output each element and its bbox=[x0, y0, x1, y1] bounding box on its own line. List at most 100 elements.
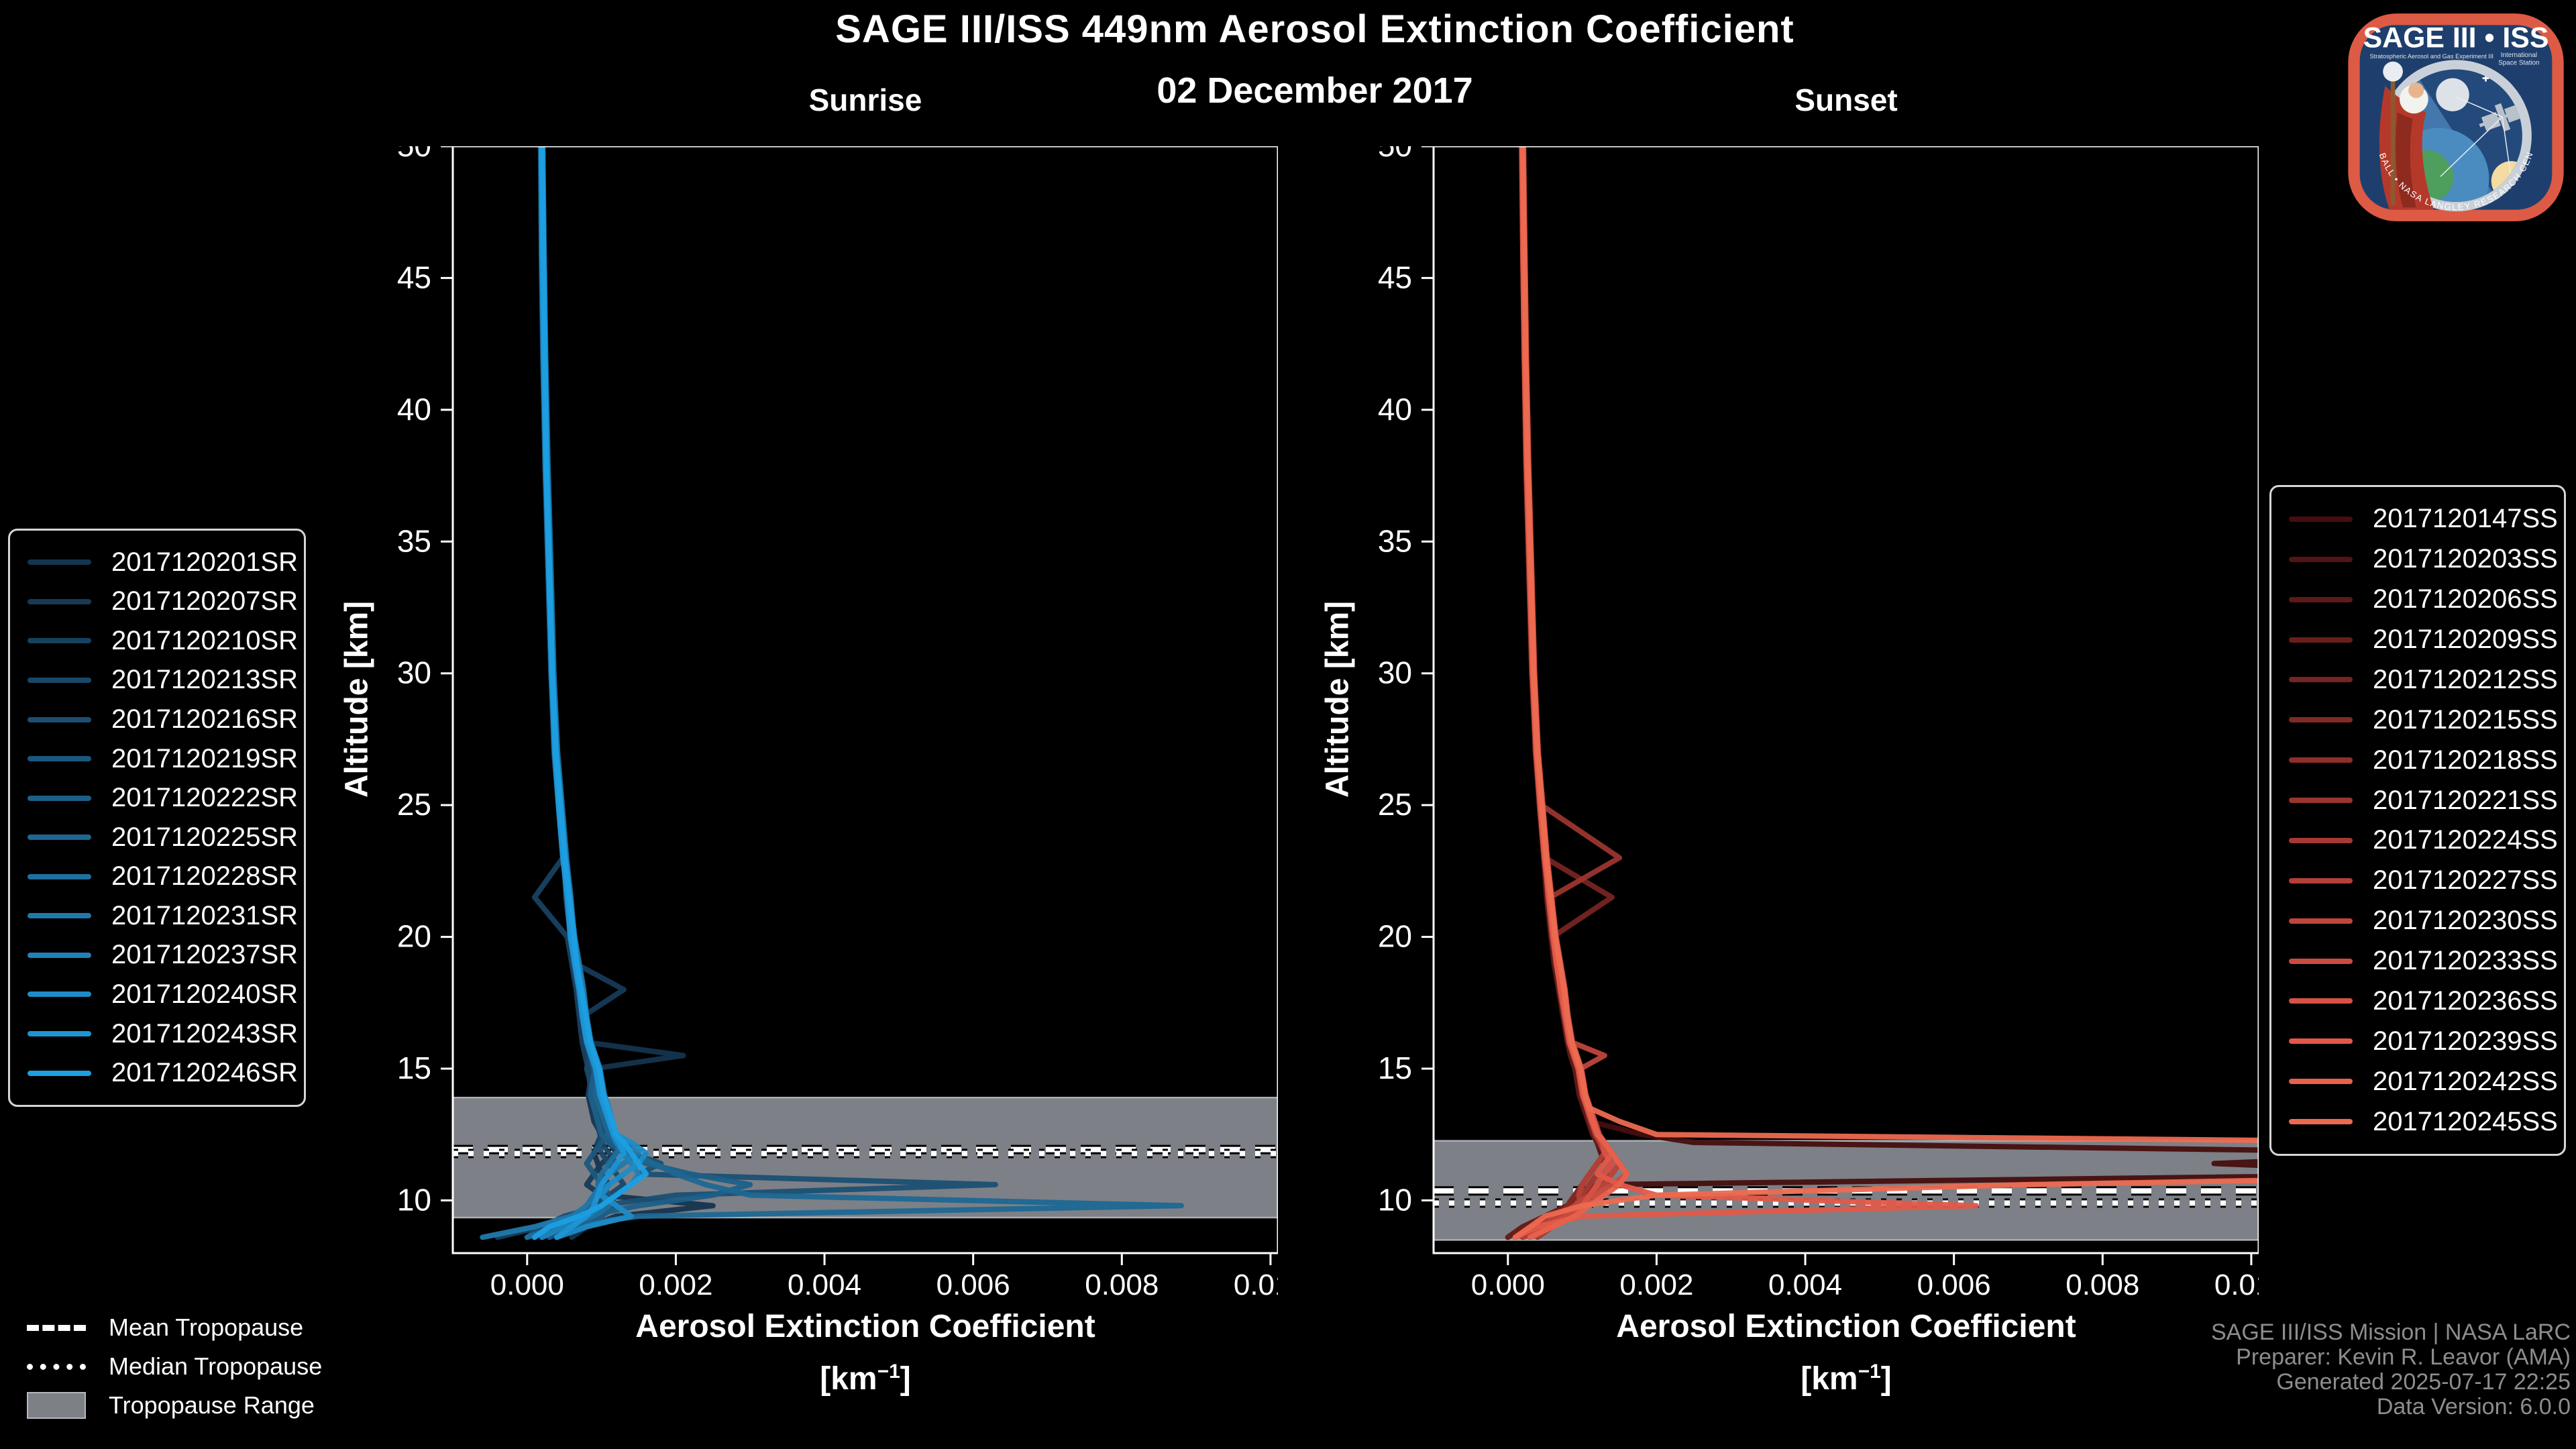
sunset-xlabel: Aerosol Extinction Coefficient bbox=[1616, 1309, 2076, 1344]
x-tick-label: 0.006 bbox=[936, 1269, 1010, 1301]
legend-item: 2017120210SR bbox=[28, 626, 298, 656]
sunset-legend: 2017120147SS 2017120203SS 2017120206SS 2017… bbox=[2269, 485, 2566, 1156]
legend-item: 2017120239SS bbox=[2289, 1026, 2558, 1057]
legend-label: 2017120222SR bbox=[111, 783, 299, 813]
xunit-post: ] bbox=[900, 1361, 911, 1397]
sage-iii-iss-logo: SAGE III • ISS Stratospheric Aerosol and… bbox=[2345, 11, 2564, 221]
median-tropopause-label: Median Tropopause bbox=[109, 1352, 323, 1380]
y-tick-label: 25 bbox=[397, 787, 431, 822]
logo-father-time bbox=[2379, 61, 2434, 210]
legend-item: 2017120147SS bbox=[2289, 504, 2558, 534]
legend-label: 2017120210SR bbox=[111, 625, 299, 655]
x-tick-label: 0.010 bbox=[1234, 1269, 1278, 1301]
legend-label: 2017120218SS bbox=[2373, 745, 2558, 775]
legend-line-swatch bbox=[2289, 516, 2353, 522]
legend-line-swatch bbox=[2289, 677, 2353, 683]
sunset-xunit: [km−1] bbox=[1444, 1360, 2249, 1397]
mean-tropopause-legend-item: Mean Tropopause bbox=[27, 1308, 496, 1347]
y-tick-label: 35 bbox=[1378, 523, 1412, 558]
x-tick-label: 0.000 bbox=[1471, 1269, 1545, 1301]
date-subtitle: 02 December 2017 bbox=[1157, 70, 1473, 111]
y-tick-label: 50 bbox=[397, 146, 431, 163]
legend-item: 2017120230SS bbox=[2289, 906, 2558, 936]
legend-line-swatch bbox=[2289, 717, 2353, 723]
legend-item: 2017120231SR bbox=[28, 901, 298, 931]
legend-label: 2017120213SR bbox=[111, 665, 299, 695]
sunrise-plot: 0.000 0.002 0.004 0.006 0.008 0.010 10 15 20 25 30… bbox=[397, 146, 1278, 1301]
legend-item: 2017120219SR bbox=[28, 744, 298, 774]
legend-line-swatch bbox=[28, 913, 91, 919]
dotted-line-swatch bbox=[27, 1363, 86, 1370]
legend-label: 2017120207SR bbox=[111, 586, 299, 616]
legend-item: 2017120207SR bbox=[28, 586, 298, 616]
logo-moon bbox=[2436, 78, 2469, 111]
legend-line-swatch bbox=[28, 835, 91, 841]
legend-label: 2017120215SS bbox=[2373, 704, 2558, 735]
y-tick-label: 30 bbox=[1378, 655, 1412, 690]
legend-line-swatch bbox=[2289, 798, 2353, 804]
legend-label: 2017120228SR bbox=[111, 861, 299, 892]
y-tick-label: 10 bbox=[1378, 1182, 1412, 1217]
legend-item: 2017120221SS bbox=[2289, 786, 2558, 816]
legend-item: 2017120233SS bbox=[2289, 946, 2558, 976]
legend-item: 2017120218SS bbox=[2289, 745, 2558, 775]
x-tick-label: 0.008 bbox=[1085, 1269, 1159, 1301]
logo-subtitle-right1: International bbox=[2501, 52, 2537, 59]
sunset-panel-title: Sunset bbox=[1794, 83, 1898, 117]
legend-item: 2017120240SR bbox=[28, 979, 298, 1010]
dashed-line-swatch bbox=[27, 1324, 86, 1331]
legend-item: 2017120227SS bbox=[2289, 865, 2558, 896]
legend-label: 2017120225SR bbox=[111, 822, 299, 852]
credits-preparer: Preparer: Kevin R. Leavor (AMA) bbox=[2236, 1344, 2571, 1370]
y-tick-label: 35 bbox=[397, 523, 431, 558]
legend-label: 2017120227SS bbox=[2373, 865, 2558, 896]
logo-subtitle-right2: Space Station bbox=[2498, 60, 2540, 67]
legend-label: 2017120237SR bbox=[111, 940, 299, 970]
profiles-group bbox=[1505, 146, 2259, 1240]
legend-item: 2017120213SR bbox=[28, 665, 298, 695]
legend-line-swatch bbox=[2289, 757, 2353, 763]
legend-item: 2017120206SS bbox=[2289, 584, 2558, 614]
legend-line-swatch bbox=[28, 598, 91, 604]
sunrise-xlabel: Aerosol Extinction Coefficient bbox=[635, 1309, 1095, 1344]
mean-tropopause-label: Mean Tropopause bbox=[109, 1313, 304, 1341]
y-tick-label: 15 bbox=[397, 1051, 431, 1085]
xunit-sup: −1 bbox=[877, 1360, 900, 1383]
legend-line-swatch bbox=[2289, 998, 2353, 1004]
legend-label: 2017120209SS bbox=[2373, 625, 2558, 655]
legend-label: 2017120212SS bbox=[2373, 664, 2558, 694]
legend-line-swatch bbox=[2289, 918, 2353, 924]
profile-2017120246SR bbox=[531, 146, 649, 1240]
legend-label: 2017120236SS bbox=[2373, 985, 2558, 1016]
legend-line-swatch bbox=[2289, 556, 2353, 562]
y-tick-label: 15 bbox=[1378, 1051, 1412, 1085]
credits-version: Data Version: 6.0.0 bbox=[2376, 1394, 2571, 1419]
logo-subtitle-left: Stratospheric Aerosol and Gas Experiment… bbox=[2370, 53, 2493, 60]
legend-line-swatch bbox=[28, 638, 91, 644]
legend-item: 2017120216SR bbox=[28, 704, 298, 735]
x-tick-label: 0.008 bbox=[2065, 1269, 2139, 1301]
legend-item: 2017120201SR bbox=[28, 547, 298, 578]
profile-2017120222SR bbox=[531, 146, 753, 1240]
sunrise-panel-title: Sunrise bbox=[808, 83, 922, 117]
legend-line-swatch bbox=[2289, 637, 2353, 643]
y-tick-label: 20 bbox=[397, 919, 431, 954]
page-title: SAGE III/ISS 449nm Aerosol Extinction Co… bbox=[835, 7, 1794, 51]
x-tick-label: 0.002 bbox=[639, 1269, 712, 1301]
xunit-pre: [km bbox=[1801, 1361, 1858, 1397]
legend-line-swatch bbox=[28, 756, 91, 762]
legend-item: 2017120222SR bbox=[28, 783, 298, 813]
legend-label: 2017120246SR bbox=[111, 1058, 299, 1088]
legend-label: 2017120224SS bbox=[2373, 825, 2558, 855]
x-tick-label: 0.002 bbox=[1619, 1269, 1693, 1301]
x-tick-label: 0.006 bbox=[1917, 1269, 1991, 1301]
profile-2017120231SR bbox=[480, 146, 641, 1240]
legend-label: 2017120243SR bbox=[111, 1018, 299, 1049]
y-tick-label: 30 bbox=[397, 655, 431, 690]
profile-2017120206SS bbox=[1512, 146, 1607, 1240]
profile-2017120245SS bbox=[1512, 146, 2259, 1240]
legend-label: 2017120221SS bbox=[2373, 785, 2558, 815]
legend-line-swatch bbox=[28, 716, 91, 722]
legend-line-swatch bbox=[2289, 596, 2353, 602]
legend-item: 2017120236SS bbox=[2289, 986, 2558, 1016]
